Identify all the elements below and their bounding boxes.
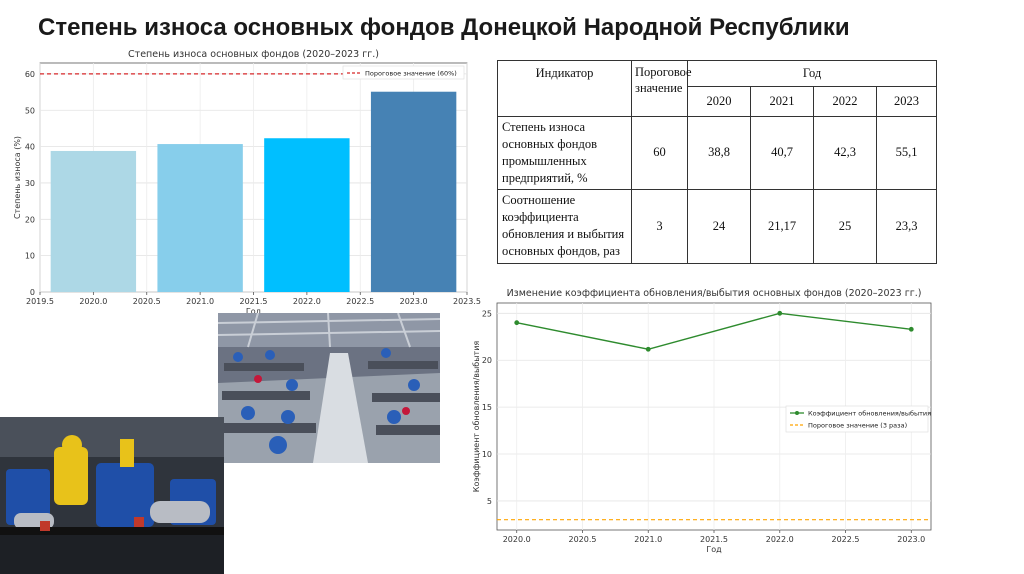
table-header-indicator: Индикатор	[497, 60, 632, 117]
line-x-tick-label: 2020.0	[503, 535, 531, 544]
bar	[157, 144, 243, 292]
bar-y-tick-label: 30	[25, 179, 35, 188]
table-year-2022: 2022	[813, 86, 877, 117]
table-year-2020: 2020	[687, 86, 751, 117]
bar-y-tick-label: 40	[25, 143, 35, 152]
line-point	[514, 320, 520, 326]
bar-x-tick-label: 2023.5	[453, 297, 481, 306]
line-series	[516, 312, 912, 350]
table-cell-indicator: Соотношение коэффициента обновления и вы…	[497, 188, 632, 264]
line-y-tick-label: 20	[482, 356, 492, 365]
line-y-tick-label: 15	[482, 403, 492, 412]
table-header-threshold: Пороговое значение	[631, 60, 692, 117]
factory-workshop-image	[218, 313, 440, 463]
bar-y-tick-label: 50	[25, 106, 35, 115]
table-cell-value: 55,1	[875, 116, 938, 190]
bar-x-tick-label: 2021.5	[240, 297, 268, 306]
bar-x-tick-label: 2021.0	[186, 297, 214, 306]
table-cell-value: 24	[687, 188, 751, 264]
table-cell-value: 23,3	[875, 188, 938, 264]
table-cell-value: 42,3	[813, 116, 877, 190]
wear-bar-chart: 0 10 20 30 40 50 60 2019.5 2020.0 2020.5 2021.0 202…	[13, 44, 481, 316]
line-x-tick-label: 2023.0	[897, 535, 925, 544]
line-x-axis-label: Год	[706, 545, 722, 554]
table-cell-value: 40,7	[750, 116, 814, 190]
line-y-tick-label: 10	[482, 450, 492, 459]
line-y-tick-label: 5	[487, 497, 492, 506]
renewal-line-chart-svg: 5 10 15 20 25 2020.0 2020.5 2021.0 2021.5 2022.0 2…	[472, 288, 932, 554]
table-cell-value: 21,17	[750, 188, 814, 264]
bar-x-tick-label: 2023.0	[400, 297, 428, 306]
line-legend-box	[785, 405, 929, 433]
bar-legend-box	[342, 65, 465, 80]
table-cell-threshold: 60	[631, 116, 688, 190]
line-point	[645, 346, 651, 352]
table-row: Соотношение коэффициента обновления и вы…	[497, 188, 938, 264]
table-year-2021: 2021	[750, 86, 814, 117]
wear-bar-chart-svg: 0 10 20 30 40 50 60 2019.5 2020.0 2020.5 2021.0 202…	[13, 49, 481, 316]
bar-legend-label: Пороговое значение (60%)	[365, 70, 457, 78]
table-cell-value: 38,8	[687, 116, 751, 190]
bar-x-tick-label: 2022.5	[346, 297, 374, 306]
industrial-machinery-photo	[0, 417, 224, 574]
line-y-tick-label: 25	[482, 309, 492, 318]
line-point	[777, 310, 783, 316]
table-cell-threshold: 3	[631, 188, 688, 264]
line-y-axis-label: Коэффициент обновления/выбытия	[472, 341, 481, 493]
bar-y-axis-label: Степень износа (%)	[13, 136, 22, 219]
table-cell-value: 25	[813, 188, 877, 264]
bar-x-axis-label: Год	[246, 307, 262, 316]
line-legend-marker	[795, 411, 799, 415]
line-x-tick-label: 2022.0	[766, 535, 794, 544]
table-cell-indicator: Степень износа основных фондов промышлен…	[497, 116, 632, 190]
bar-y-tick-label: 60	[25, 70, 35, 79]
bar-y-tick-label: 10	[25, 252, 35, 261]
bar	[370, 91, 457, 292]
bar-x-tick-label: 2019.5	[26, 297, 54, 306]
line-point	[908, 326, 914, 332]
line-x-tick-label: 2021.0	[634, 535, 662, 544]
line-x-tick-label: 2021.5	[700, 535, 728, 544]
factory-workshop-photo	[218, 313, 440, 463]
table-row: Степень износа основных фондов промышлен…	[497, 116, 938, 190]
line-legend-label: Коэффициент обновления/выбытия	[808, 410, 931, 418]
bar	[264, 138, 350, 292]
table-year-2023: 2023	[875, 86, 938, 117]
table-header-year: Год	[686, 60, 938, 87]
bar-y-tick-label: 0	[30, 288, 35, 297]
renewal-line-chart: 5 10 15 20 25 2020.0 2020.5 2021.0 2021.5 2022.0 2…	[470, 282, 940, 558]
line-x-tick-label: 2022.5	[832, 535, 860, 544]
line-x-tick-label: 2020.5	[568, 535, 596, 544]
bar-y-tick-label: 20	[25, 215, 35, 224]
line-legend-label: Пороговое значение (3 раза)	[808, 422, 907, 430]
slide-title: Степень износа основных фондов Донецкой …	[38, 14, 850, 41]
bar-x-tick-label: 2020.5	[133, 297, 161, 306]
industrial-machinery-image	[0, 417, 224, 574]
bar-x-tick-label: 2020.0	[79, 297, 107, 306]
bar-x-tick-label: 2022.0	[293, 297, 321, 306]
bar-chart-title: Степень износа основных фондов (2020–202…	[128, 49, 379, 60]
indicators-table: Индикатор Пороговое значение Год 2020 20…	[497, 60, 938, 264]
line-chart-title: Изменение коэффициента обновления/выбыти…	[507, 288, 922, 299]
bar	[50, 150, 137, 292]
